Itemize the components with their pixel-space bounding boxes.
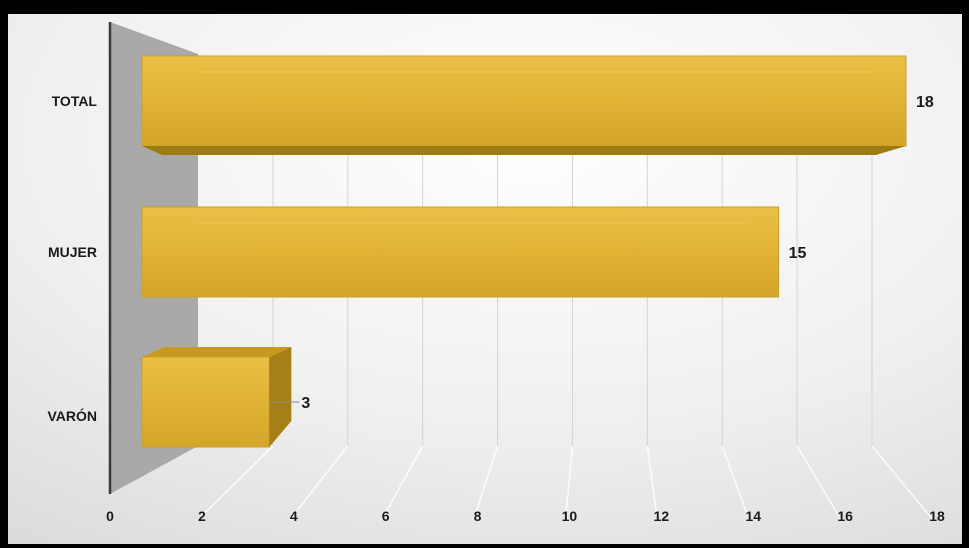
x-tick-label: 12 [654, 508, 670, 524]
category-label-mujer: MUJER [48, 244, 97, 260]
bar-front-face [141, 55, 907, 147]
x-tick-label: 6 [382, 508, 390, 524]
x-tick-label: 14 [745, 508, 761, 524]
category-label-varon: VARÓN [47, 407, 97, 424]
floor-gridline [721, 445, 750, 521]
bar-front-face [141, 206, 780, 298]
floor-gridline [381, 445, 424, 521]
bar-top-face [142, 347, 292, 357]
floor-gridline [646, 445, 659, 521]
value-label-varon: 3 [301, 395, 310, 412]
bar-total [141, 55, 907, 155]
x-tick-label: 16 [837, 508, 853, 524]
x-tick-label: 2 [198, 508, 206, 524]
floor-gridline [564, 445, 574, 521]
floor-gridline [871, 445, 934, 521]
floor-gridline [796, 445, 842, 521]
x-tick-label: 4 [290, 508, 298, 524]
floor-gridline [472, 445, 499, 521]
bar-bottom-face [142, 297, 779, 306]
x-tick-label: 0 [106, 508, 114, 524]
value-label-mujer: 15 [789, 245, 807, 262]
bar-end-face [269, 347, 292, 447]
x-tick-label: 18 [929, 508, 945, 524]
floor-gridline [197, 445, 274, 521]
x-tick-label: 8 [474, 508, 482, 524]
x-tick-label: 10 [562, 508, 578, 524]
bar-front-face [141, 356, 270, 448]
bar-varon [141, 347, 292, 448]
bar-bottom-face [142, 146, 906, 155]
bar-mujer [141, 206, 780, 306]
category-label-total: TOTAL [52, 93, 98, 109]
value-label-total: 18 [916, 94, 934, 111]
floor-gridline [289, 445, 349, 521]
